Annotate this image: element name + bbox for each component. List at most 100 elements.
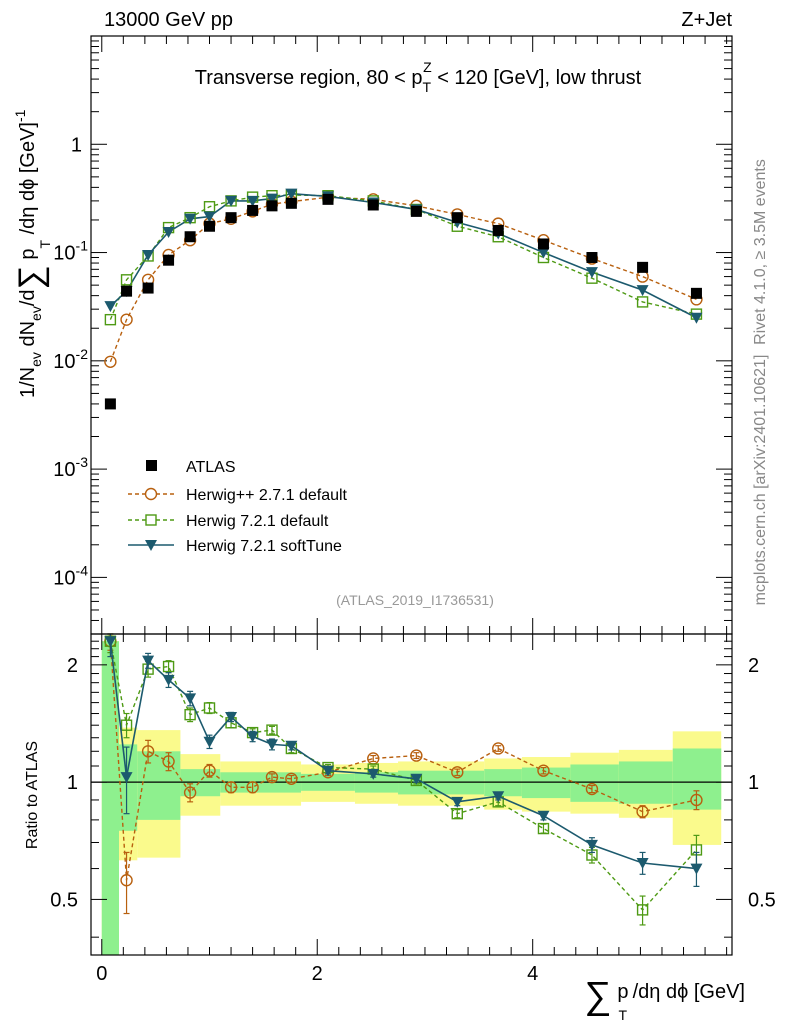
- main-point-3: [142, 249, 155, 261]
- ratio-series-2-point: [451, 796, 464, 808]
- legend-atlas-marker: [146, 460, 157, 471]
- ratio-series-2-point: [246, 731, 259, 743]
- main-y-tick-label-base: 10: [53, 459, 75, 481]
- ratio-y-axis-ticks: [91, 633, 732, 938]
- ratio-y-tick-label: 2: [67, 655, 78, 677]
- ratio-series-2-point: [537, 810, 550, 822]
- ratio-series-0-point: [636, 805, 649, 818]
- main-y-axis-tick-labels: 10-410-310-210-11: [53, 134, 88, 589]
- main-y-tick-label: 10-3: [53, 454, 88, 481]
- ratio-series-0-point: [537, 764, 550, 777]
- ratio-y-axis-label: Ratio to ATLAS: [24, 741, 41, 849]
- chart-title-sup: Z: [423, 59, 432, 75]
- ylabel-part-e-sup: -1: [12, 109, 28, 122]
- ratio-series-0-point: [585, 782, 599, 796]
- ratio-series-0-point: [492, 742, 505, 755]
- main-point-3: [636, 285, 649, 297]
- ratio-series-2-point: [142, 655, 155, 667]
- xlabel-sub: T: [619, 1007, 628, 1023]
- main-point-0: [537, 238, 549, 250]
- ratio-series-2-point: [162, 674, 175, 686]
- main-point-0: [410, 205, 422, 217]
- xlabel-p: p: [617, 981, 628, 1003]
- main-y-tick-label-base: 10: [53, 351, 75, 373]
- main-y-tick-label-base: 10: [53, 567, 75, 589]
- legend-h271-label: Herwig++ 2.7.1 default: [186, 487, 348, 504]
- ratio-y-axis-tick-labels: 0.5 0.5 1 1 2 2: [50, 655, 776, 912]
- main-point-0: [492, 224, 504, 236]
- beam-label: 13000 GeV pp: [104, 9, 233, 31]
- main-point-3: [203, 211, 216, 223]
- legend-soft-marker: [145, 540, 157, 551]
- ylabel-part-e: /dη dϕ [GeV]: [17, 122, 39, 240]
- chart-title-pre: Transverse region, 80 < p: [195, 67, 423, 89]
- main-point-3: [285, 188, 298, 200]
- main-point-1: [104, 355, 117, 368]
- ratio-series-2-point: [492, 791, 505, 803]
- ratio-series-2-point: [690, 863, 703, 875]
- ylabel-part-c: /d: [17, 289, 39, 306]
- ylabel-part-b-sub: ev: [28, 306, 44, 321]
- ratio-band-inner: [570, 764, 619, 802]
- ratio-band-inner: [119, 744, 138, 831]
- ratio-series-2-point: [636, 858, 649, 870]
- ratio-series-1-point: [184, 708, 196, 721]
- ratio-series-0-point: [246, 781, 259, 794]
- main-point-0: [367, 199, 379, 211]
- main-point-3: [184, 213, 197, 225]
- ratio-series-2-point: [410, 773, 423, 785]
- x-tick-label: 4: [527, 963, 538, 985]
- ratio-series-1-point: [636, 904, 649, 916]
- ratio-series-2-point: [585, 839, 598, 851]
- main-y-tick-label: 1: [71, 134, 82, 156]
- ratio-series-2-point: [225, 711, 238, 723]
- main-point-3: [690, 312, 703, 324]
- main-y-tick-label-base: 10: [53, 243, 75, 265]
- ratio-series-0-point: [203, 764, 216, 777]
- ratio-series-0-point: [367, 752, 380, 765]
- main-point-2: [104, 313, 117, 326]
- x-tick-label: 0: [96, 963, 107, 985]
- main-point-0: [266, 200, 278, 212]
- main-series-layer: [104, 188, 703, 410]
- process-label: Z+Jet: [681, 9, 732, 31]
- ratio-y-tick-label-right: 0.5: [748, 889, 776, 911]
- ratio-series-2-point: [285, 740, 298, 752]
- rivet-label: Rivet 4.1.0, ≥ 3.5M events: [752, 159, 769, 345]
- ylabel-part-b: dN: [17, 321, 39, 352]
- main-y-tick-label-exp: -4: [76, 562, 89, 578]
- ratio-series-0-point: [265, 770, 279, 784]
- ratio-series-2-point: [203, 736, 216, 748]
- main-point-3: [225, 195, 238, 207]
- ratio-series-1-point: [537, 822, 550, 835]
- ratio-series-1-point: [451, 807, 463, 820]
- analysis-label: (ATLAS_2019_I1736531): [336, 592, 494, 608]
- main-point-0: [451, 212, 463, 224]
- main-point-2: [120, 274, 133, 286]
- ratio-series-0-point: [183, 786, 197, 799]
- main-point-2: [636, 296, 649, 308]
- main-point-1: [120, 313, 133, 326]
- main-x-axis-ticks: [101, 36, 728, 634]
- ratio-y-tick-label-right: 2: [748, 655, 759, 677]
- main-point-0: [247, 204, 259, 216]
- ratio-series-0-point: [285, 772, 298, 785]
- x-axis-label: ∑ p T /dη dϕ [GeV]: [584, 975, 745, 1023]
- main-point-0: [586, 252, 598, 264]
- main-point-3: [246, 195, 259, 207]
- ratio-uncertainty-bands: [101, 641, 722, 955]
- main-point-0: [690, 287, 702, 299]
- ratio-series-layer: [104, 633, 703, 926]
- ylabel-part-d: p: [17, 249, 39, 266]
- ratio-series-2-point: [184, 693, 197, 705]
- main-series-1-line: [109, 196, 697, 363]
- chart-title: Transverse region, 80 < pTZ < 120 [GeV],…: [195, 59, 642, 95]
- ylabel-part-d-sub: T: [37, 240, 53, 249]
- ratio-y-tick-label-right: 1: [748, 772, 759, 794]
- ratio-band-inner: [101, 641, 120, 955]
- xlabel-sum: ∑: [584, 975, 611, 1017]
- ratio-series-0-point: [451, 766, 464, 779]
- ratio-series-0-point: [120, 874, 133, 887]
- ratio-series-1-point: [120, 719, 133, 731]
